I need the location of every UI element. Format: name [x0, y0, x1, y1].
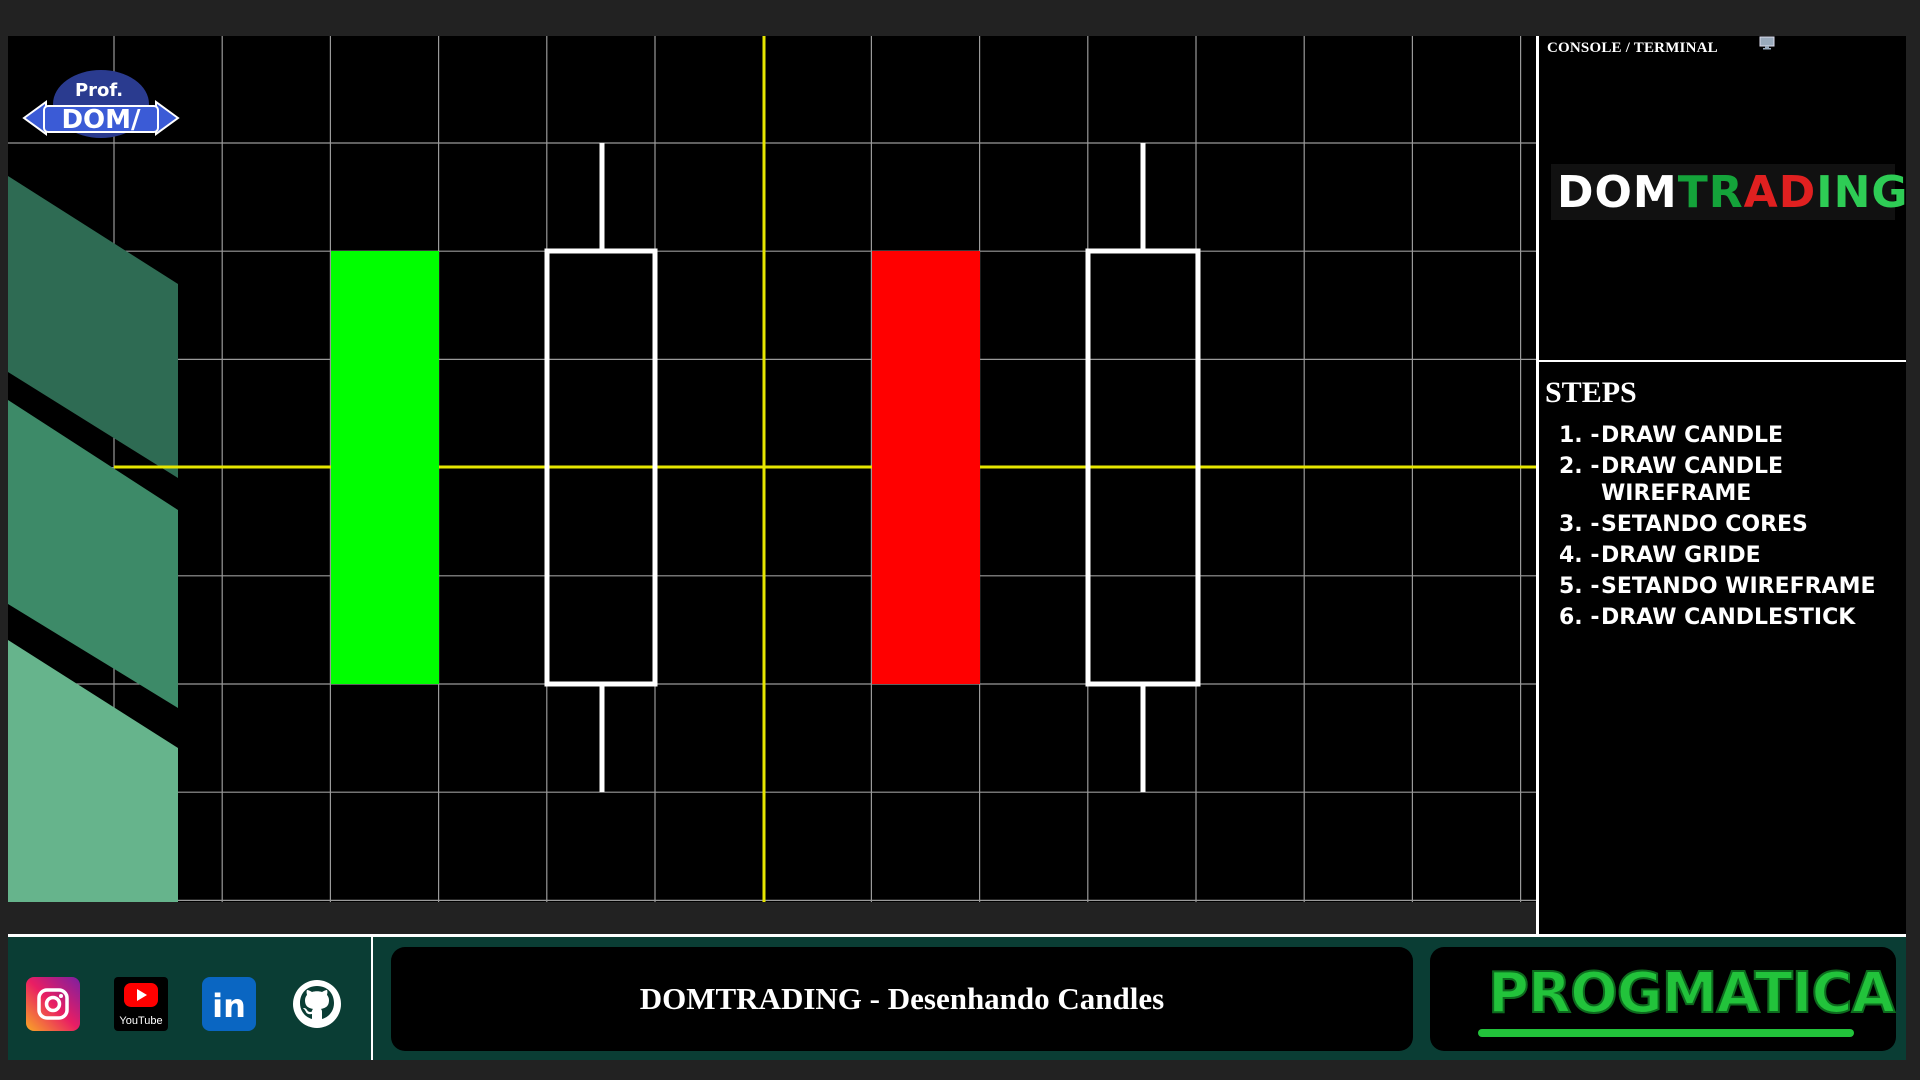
step-text: DRAW CANDLE WIREFRAME: [1601, 454, 1784, 506]
youtube-label: YouTube: [119, 1015, 162, 1027]
youtube-icon[interactable]: YouTube: [114, 977, 168, 1031]
step-item: 2. - DRAW CANDLE WIREFRAME: [1559, 453, 1899, 507]
step-number: 3. -: [1559, 512, 1600, 537]
progmatica-underline: [1478, 1029, 1854, 1037]
step-text: DRAW CANDLESTICK: [1601, 605, 1856, 630]
prof-dom-logo: Prof. DOM/: [22, 70, 180, 138]
footer-title: DOMTRADING - Desenhando Candles: [639, 981, 1165, 1016]
step-number: 2. -: [1559, 454, 1600, 479]
bull-candle-wireframe[interactable]: [544, 143, 658, 792]
prof-logo-line1: Prof.: [75, 80, 123, 101]
bull-candle[interactable]: [331, 251, 439, 684]
step-text: DRAW GRIDE: [1601, 543, 1761, 568]
social-links: YouTube in: [8, 937, 373, 1060]
decor-stripe-3: [8, 640, 178, 902]
console-title: CONSOLE / TERMINAL: [1547, 40, 1718, 56]
step-number: 5. -: [1559, 574, 1600, 599]
progmatica-logo-box: PROGMATICA: [1430, 947, 1896, 1051]
prof-logo-line2: DOM/: [61, 105, 141, 135]
steps-list: 1. - DRAW CANDLE 2. - DRAW CANDLE WIREFRAM…: [1559, 422, 1899, 635]
decor-stripe-2: [8, 400, 178, 708]
footer: YouTube in DOMTRADING - Desenhando Candl…: [8, 937, 1906, 1060]
progmatica-logo: PROGMATICA: [1487, 960, 1896, 1027]
bear-candle-wireframe[interactable]: [1085, 143, 1201, 792]
step-text: SETANDO CORES: [1601, 512, 1808, 537]
linkedin-icon[interactable]: in: [202, 977, 256, 1031]
console-divider: [1539, 360, 1906, 362]
domtrading-logo-part2: TRADING: [1677, 166, 1909, 218]
decor-stripe-1: [8, 176, 178, 478]
monitor-icon[interactable]: [1758, 36, 1776, 50]
step-item: 3. - SETANDO CORES: [1559, 511, 1899, 538]
console-panel: CONSOLE / TERMINAL DOM TRADING STEPS 1. …: [1536, 36, 1908, 936]
steps-title: STEPS: [1545, 376, 1637, 409]
step-item: 1. - DRAW CANDLE: [1559, 422, 1899, 449]
step-text: SETANDO WIREFRAME: [1601, 574, 1876, 599]
step-item: 5. - SETANDO WIREFRAME: [1559, 573, 1899, 600]
candle-canvas-svg: [8, 36, 1536, 902]
instagram-icon[interactable]: [26, 977, 80, 1031]
step-item: 6. - DRAW CANDLESTICK: [1559, 604, 1899, 631]
bear-candle[interactable]: [872, 251, 980, 684]
domtrading-logo: DOM TRADING: [1551, 164, 1908, 220]
linkedin-label: in: [212, 987, 246, 1025]
domtrading-logo-part1: DOM: [1557, 166, 1678, 218]
step-number: 1. -: [1559, 423, 1600, 448]
drawing-canvas[interactable]: Prof. DOM/: [8, 36, 1536, 902]
step-number: 6. -: [1559, 605, 1600, 630]
github-icon[interactable]: [290, 977, 344, 1031]
footer-divider: [8, 934, 1906, 937]
step-number: 4. -: [1559, 543, 1600, 568]
step-text: DRAW CANDLE: [1601, 423, 1784, 448]
footer-title-box: DOMTRADING - Desenhando Candles: [391, 947, 1413, 1051]
step-item: 4. - DRAW GRIDE: [1559, 542, 1899, 569]
